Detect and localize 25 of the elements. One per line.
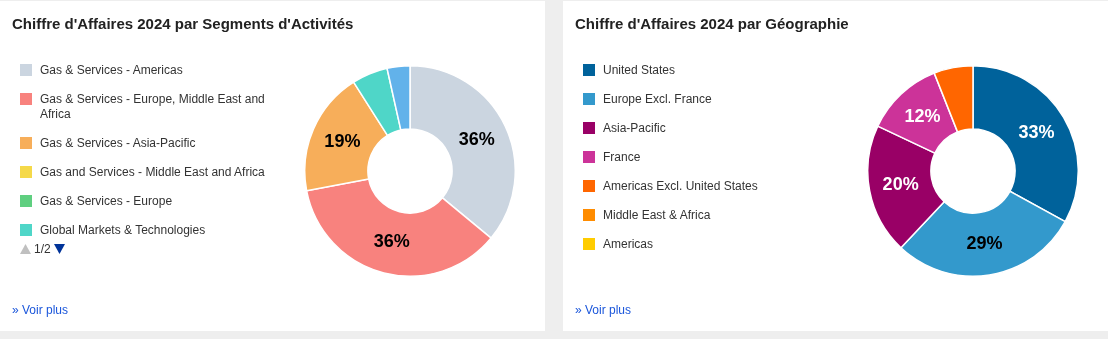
legend-label: Gas & Services - Europe — [40, 194, 173, 209]
legend-label: Global Markets & Technologies — [40, 223, 206, 238]
text: 1/2 — [34, 242, 51, 256]
legend-label: United States — [603, 63, 676, 78]
legend-label: Middle East & Africa — [603, 208, 711, 223]
legend-label: Americas — [603, 237, 654, 252]
text: » Voir plus — [12, 303, 69, 317]
data-label: 29% — [966, 232, 1003, 253]
data-label: 19% — [324, 130, 361, 151]
text: » Voir plus — [575, 303, 632, 317]
data-label: 36% — [373, 231, 410, 252]
data-label: 12% — [904, 106, 941, 127]
legend-label: Americas Excl. United States — [603, 179, 758, 194]
chart-title: Chiffre d'Affaires 2024 par Géographie — [575, 15, 849, 32]
legend-label: Gas & Services - Asia-Pacific — [40, 136, 196, 151]
chart-title: Chiffre d'Affaires 2024 par Segments d'Activités — [12, 15, 354, 32]
data-label: 20% — [882, 173, 919, 194]
legend-label: Asia-Pacific — [603, 121, 666, 136]
legend-label: Gas & Services - Europe, Middle East and Africa — [40, 92, 266, 122]
legend-label: France — [603, 150, 641, 165]
legend-label: Europe Excl. France — [603, 92, 712, 107]
legend-label: Gas and Services - Middle East and Africa — [40, 165, 265, 180]
data-label: 33% — [1018, 122, 1055, 143]
legend-label: Gas & Services - Americas — [40, 63, 183, 78]
data-label: 36% — [458, 128, 495, 149]
